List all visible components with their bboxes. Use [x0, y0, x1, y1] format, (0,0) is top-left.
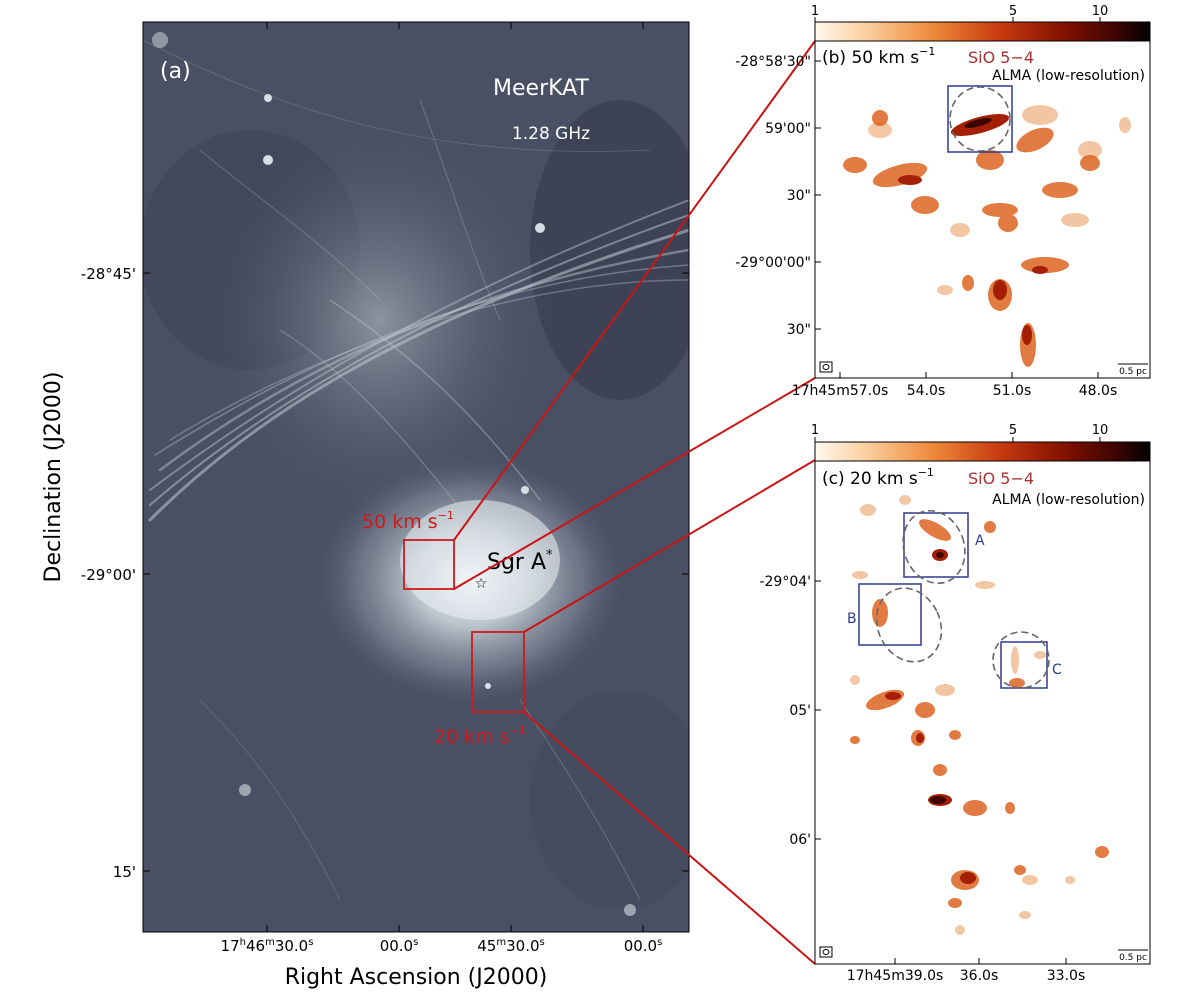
region-label-a: A [975, 533, 985, 549]
panel-c-line: SiO 5−4 [968, 469, 1034, 488]
panel-b-ytick-2: 30" [787, 188, 811, 204]
frequency-label: 1.28 GHz [512, 124, 590, 144]
box-50-label: 50 km s−1 [362, 509, 454, 533]
region-label-b: B [847, 611, 857, 627]
panel-a-label: (a) [160, 59, 191, 84]
panel-b-beam [819, 361, 833, 373]
panel-c-cbar-tick-0: 1 [811, 423, 819, 438]
panel-b-cbar-tick-1: 5 [1009, 4, 1017, 19]
panel-b-xtick-3: 48.0s [1079, 383, 1117, 399]
panel-c-ytick-1: 05' [789, 703, 811, 719]
panel-a-ytick-0: -28°45' [81, 265, 136, 283]
panel-c-cbar-tick-2: 10 [1092, 423, 1109, 438]
panel-b-cbar-tick-0: 1 [811, 4, 819, 19]
panel-b-region-ellipse [949, 86, 1011, 152]
region-ellipse-a [902, 509, 966, 585]
panel-a-ytick-1: -29°00' [81, 566, 136, 584]
panel-b-instrument: ALMA (low-resolution) [992, 68, 1145, 84]
yaxis-title: Declination (J2000) [41, 372, 66, 583]
panel-b-emission [843, 105, 1131, 367]
zoom-connectors [453, 40, 816, 965]
panel-c: 1 5 10 [759, 423, 1151, 984]
panel-b-region-box [947, 85, 1013, 153]
panel-c-scalebar-label: 0.5 pc [1119, 953, 1147, 963]
panel-c-colorbar [814, 441, 1151, 462]
telescope-label: MeerKAT [493, 76, 589, 101]
box-20-label: 20 km s−1 [434, 724, 526, 748]
sgr-a-star-marker: ☆ [475, 576, 488, 592]
panel-c-map [814, 460, 1151, 965]
panel-b-label: (b) 50 km s−1 [822, 45, 935, 68]
region-label-c: C [1052, 662, 1062, 678]
box-50-kms [403, 539, 455, 590]
panel-a-ytick-2: 15' [113, 863, 136, 881]
panel-b-line: SiO 5−4 [968, 48, 1034, 67]
xaxis-title: Right Ascension (J2000) [285, 965, 548, 990]
panel-b-scalebar-label: 0.5 pc [1119, 367, 1147, 377]
panel-b-beam-ellipse [822, 364, 830, 370]
panel-b-ytick-4: 30" [787, 322, 811, 338]
region-ellipse-c [992, 631, 1050, 689]
panel-a-xtick-3: 00.0s [624, 937, 663, 955]
panel-c-cbar-tick-1: 5 [1009, 423, 1017, 438]
panel-b-xtick-1: 54.0s [907, 383, 945, 399]
box-20-kms [471, 631, 525, 713]
panel-c-xtick-0: 17h45m39.0s [847, 968, 944, 984]
panel-c-beam [819, 946, 833, 958]
panel-a-xtick-0: 17h46m30.0s [221, 937, 314, 955]
panel-a-xtick-1: 00.0s [380, 937, 419, 955]
panel-b-colorbar [814, 21, 1151, 42]
panel-b-ytick-1: 59'00" [765, 121, 811, 137]
panel-c-ytick-0: -29°04' [759, 574, 811, 590]
panel-b-ytick-0: -28°58'30" [735, 54, 811, 70]
panel-b-cbar-tick-2: 10 [1092, 4, 1109, 19]
panel-b-xtick-0: 17h45m57.0s [792, 383, 889, 399]
panel-c-emission [850, 495, 1109, 935]
panel-a: (a) MeerKAT 1.28 GHz ☆ Sgr A* 50 km s−1 … [41, 21, 690, 990]
region-box-b [858, 583, 922, 646]
region-box-c [1000, 641, 1048, 689]
region-box-a [903, 512, 969, 578]
panel-c-label: (c) 20 km s−1 [822, 466, 934, 489]
panel-b-ytick-3: -29°00'00" [735, 255, 811, 271]
panel-c-ytick-2: 06' [789, 832, 811, 848]
panel-b-xtick-2: 51.0s [993, 383, 1031, 399]
sgr-a-label: Sgr A* [487, 548, 553, 575]
panel-c-xtick-1: 36.0s [960, 968, 998, 984]
panel-c-instrument: ALMA (low-resolution) [992, 492, 1145, 508]
panel-b: 1 5 10 [735, 4, 1151, 399]
panel-c-xtick-2: 33.0s [1047, 968, 1085, 984]
panel-c-beam-ellipse [822, 949, 830, 955]
panel-a-xtick-2: 45m30.0s [477, 937, 544, 955]
